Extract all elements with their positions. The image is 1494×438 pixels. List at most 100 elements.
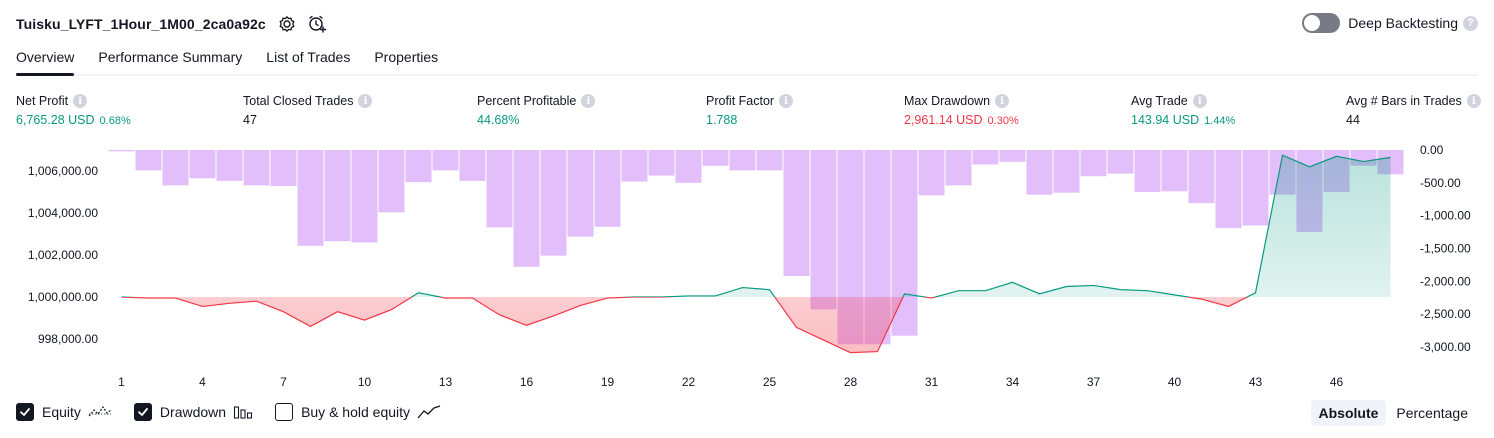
drawdown-bar: [406, 150, 432, 182]
x-tick-label: 1: [118, 375, 125, 389]
drawdown-bar: [379, 150, 405, 212]
help-icon[interactable]: ?: [1463, 16, 1478, 31]
drawdown-bar: [1135, 150, 1161, 192]
tab-list-of-trades[interactable]: List of Trades: [266, 46, 350, 74]
drawdown-bar: [487, 150, 513, 227]
y-axis-left: 1,006,000.00 1,004,000.00 1,002,000.00 1,00…: [28, 164, 98, 346]
drawdown-bar: [1081, 150, 1107, 176]
percentage-mode-button[interactable]: Percentage: [1388, 400, 1476, 426]
drawdown-bar: [784, 150, 810, 276]
info-icon[interactable]: i: [995, 94, 1009, 108]
chart-legend: Equity Drawdown Buy & hold equity: [16, 403, 463, 421]
drawdown-bar: [352, 150, 378, 243]
drawdown-bar: [595, 150, 621, 227]
settings-gear-icon[interactable]: [276, 13, 298, 35]
drawdown-bar: [1162, 150, 1188, 191]
metric-value: 6,765.28 USD: [16, 113, 95, 127]
drawdown-bar: [622, 150, 648, 182]
drawdown-bar: [109, 150, 135, 151]
x-tick-label: 43: [1249, 375, 1263, 389]
report-tabs: Overview Performance Summary List of Tra…: [16, 46, 1478, 76]
drawdown-bar: [1054, 150, 1080, 193]
buy-hold-checkbox[interactable]: [275, 403, 293, 421]
metric-value: 143.94 USD: [1131, 113, 1199, 127]
drawdown-bar: [325, 150, 351, 241]
drawdown-bar: [433, 150, 459, 170]
x-tick-label: 40: [1168, 375, 1182, 389]
y-axis-right: 0.00 -500.00 -1,000.00 -1,500.00 -2,000.00 -2…: [1420, 143, 1471, 354]
metric-label: Net Profit: [16, 94, 68, 108]
drawdown-bar: [271, 150, 297, 186]
metric-value: 1.788: [706, 113, 737, 127]
drawdown-bar: [1189, 150, 1215, 203]
metric-profit-factor: Profit Factor i 1.788: [706, 93, 793, 127]
y-left-tick-label: 1,000,000.00: [28, 290, 98, 304]
y-right-tick-label: -1,500.00: [1420, 241, 1471, 255]
metric-value: 44: [1346, 113, 1360, 127]
drawdown-bar: [811, 150, 837, 309]
x-tick-label: 10: [358, 375, 372, 389]
drawdown-bar: [190, 150, 216, 178]
info-icon[interactable]: i: [581, 94, 595, 108]
drawdown-bar: [541, 150, 567, 256]
metric-percent: 1.44%: [1204, 115, 1235, 127]
drawdown-bar: [676, 150, 702, 183]
y-right-tick-label: -2,000.00: [1420, 274, 1471, 288]
tab-overview[interactable]: Overview: [16, 46, 74, 74]
legend-drawdown[interactable]: Drawdown: [134, 403, 253, 421]
y-right-tick-label: -3,000.00: [1420, 340, 1471, 354]
tab-performance-summary[interactable]: Performance Summary: [98, 46, 242, 74]
drawdown-checkbox[interactable]: [134, 403, 152, 421]
drawdown-bar: [919, 150, 945, 195]
drawdown-bar: [649, 150, 675, 176]
legend-label: Equity: [42, 404, 81, 420]
info-icon[interactable]: i: [1467, 94, 1481, 108]
y-right-tick-label: 0.00: [1420, 143, 1444, 157]
add-alert-clock-icon[interactable]: [306, 13, 328, 35]
y-right-tick-label: -1,000.00: [1420, 209, 1471, 223]
x-tick-label: 16: [520, 375, 534, 389]
y-left-tick-label: 1,002,000.00: [28, 248, 98, 262]
drawdown-bar: [946, 150, 972, 185]
drawdown-bar: [136, 150, 162, 170]
metric-percent-profitable: Percent Profitable i 44.68%: [477, 93, 595, 127]
drawdown-bar: [1243, 150, 1269, 225]
metric-label: Total Closed Trades: [243, 94, 353, 108]
buy-hold-line-icon: [417, 404, 441, 420]
info-icon[interactable]: i: [73, 94, 87, 108]
tab-properties[interactable]: Properties: [374, 46, 438, 74]
info-icon[interactable]: i: [779, 94, 793, 108]
x-tick-label: 46: [1330, 375, 1344, 389]
x-tick-label: 37: [1087, 375, 1101, 389]
x-tick-label: 19: [601, 375, 615, 389]
drawdown-bar: [217, 150, 243, 181]
metric-net-profit: Net Profit i 6,765.28 USD 0.68%: [16, 93, 131, 127]
x-tick-label: 4: [199, 375, 206, 389]
equity-line-icon: [88, 404, 112, 420]
metric-avg-bars-in-trades: Avg # Bars in Trades i 44: [1346, 93, 1481, 127]
equity-drawdown-chart[interactable]: 1,006,000.00 1,004,000.00 1,002,000.00 1,00…: [0, 138, 1494, 398]
x-tick-label: 28: [844, 375, 858, 389]
drawdown-bar: [460, 150, 486, 181]
deep-backtesting-label: Deep Backtesting: [1348, 15, 1458, 31]
legend-label: Buy & hold equity: [301, 404, 410, 420]
legend-buy-hold-equity[interactable]: Buy & hold equity: [275, 403, 441, 421]
deep-backtesting-switch[interactable]: [1302, 13, 1340, 33]
drawdown-bar: [1216, 150, 1242, 228]
y-left-tick-label: 1,004,000.00: [28, 206, 98, 220]
strategy-header: Tuisku_LYFT_1Hour_1M00_2ca0a92c: [16, 12, 328, 36]
legend-equity[interactable]: Equity: [16, 403, 112, 421]
y-right-tick-label: -500.00: [1420, 176, 1461, 190]
absolute-mode-button[interactable]: Absolute: [1311, 400, 1387, 426]
info-icon[interactable]: i: [358, 94, 372, 108]
y-left-tick-label: 998,000.00: [38, 332, 98, 346]
info-icon[interactable]: i: [1193, 94, 1207, 108]
equity-checkbox[interactable]: [16, 403, 34, 421]
scale-mode-switch: Absolute Percentage: [1309, 400, 1477, 426]
drawdown-bar: [973, 150, 999, 164]
y-right-tick-label: -2,500.00: [1420, 307, 1471, 321]
x-tick-label: 13: [439, 375, 453, 389]
x-tick-label: 31: [925, 375, 939, 389]
summary-metrics: Net Profit i 6,765.28 USD 0.68% Total Clos…: [0, 93, 1494, 133]
strategy-title: Tuisku_LYFT_1Hour_1M00_2ca0a92c: [16, 16, 266, 32]
